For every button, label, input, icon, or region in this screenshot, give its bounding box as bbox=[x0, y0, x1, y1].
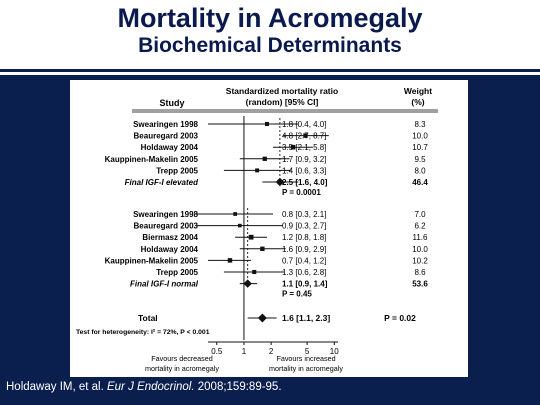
favours-decreased-line2: mortality in acromegaly bbox=[145, 364, 219, 373]
study-label: Holdaway 2004 bbox=[141, 143, 199, 152]
favours-increased-line1: Favours increased bbox=[276, 354, 335, 363]
summary-label: Final IGF-I elevated bbox=[125, 178, 199, 187]
x-tick-label: 1 bbox=[242, 347, 247, 356]
favours-decreased-line1: Favours decreased bbox=[151, 354, 213, 363]
estimate-square bbox=[227, 258, 233, 263]
ci-text: 0.8 [0.3, 2.1] bbox=[282, 210, 326, 219]
citation-details: 2008;159:89-95. bbox=[194, 381, 282, 393]
study-label: Swearingen 1998 bbox=[133, 210, 198, 219]
header-smr-line1: Standardized mortality ratio bbox=[226, 86, 338, 96]
ci-text: 1.7 [0.9, 3.2] bbox=[282, 155, 326, 164]
study-label: Trepp 2005 bbox=[156, 166, 198, 175]
favours-increased-line2: mortality in acromegaly bbox=[269, 364, 343, 373]
ci-text: 1.2 [0.8, 1.8] bbox=[282, 233, 326, 242]
ci-text: 0.7 [0.4, 1.2] bbox=[282, 256, 326, 265]
study-label: Kauppinen-Makelin 2005 bbox=[105, 155, 199, 164]
study-label: Swearingen 1998 bbox=[133, 120, 198, 129]
study-label: Beauregard 2003 bbox=[134, 222, 199, 231]
weight-text: 8.3 bbox=[414, 120, 426, 129]
estimate-square bbox=[303, 133, 308, 138]
study-label: Biermasz 2004 bbox=[142, 233, 198, 242]
header-smr-line2: (random) [95% CI] bbox=[246, 97, 319, 107]
ci-text: 0.9 [0.3, 2.7] bbox=[282, 222, 326, 231]
estimate-square bbox=[262, 156, 267, 161]
total-ci-text: 1.6 [1.1, 2.3] bbox=[282, 313, 330, 323]
study-label: Holdaway 2004 bbox=[141, 245, 199, 254]
ci-text: 4.8 [2.7, 8.7] bbox=[282, 132, 326, 141]
estimate-square bbox=[255, 168, 260, 173]
summary-weight-text: 53.6 bbox=[412, 280, 428, 289]
total-diamond bbox=[257, 313, 267, 323]
weight-text: 8.6 bbox=[414, 268, 426, 277]
ci-text: 1.3 [0.6, 2.8] bbox=[282, 268, 326, 277]
citation-authors: Holdaway IM, et al. bbox=[6, 381, 107, 393]
summary-diamond bbox=[243, 279, 252, 288]
header-study: Study bbox=[159, 98, 184, 108]
citation: Holdaway IM, et al. Eur J Endocrinol. 20… bbox=[6, 381, 282, 393]
weight-text: 10.0 bbox=[412, 245, 428, 254]
summary-label: Final IGF-I normal bbox=[130, 280, 199, 289]
ci-text: 1.6 [0.9, 2.9] bbox=[282, 245, 326, 254]
summary-ci-text: 1.1 [0.9, 1.4] bbox=[282, 280, 328, 289]
summary-p-text: P = 0.0001 bbox=[282, 188, 321, 197]
study-label: Kauppinen-Makelin 2005 bbox=[105, 256, 199, 265]
weight-text: 10.0 bbox=[412, 132, 428, 141]
weight-text: 11.6 bbox=[413, 233, 429, 242]
citation-journal: Eur J Endocrinol. bbox=[106, 381, 195, 393]
x-tick-label: 10 bbox=[330, 347, 339, 356]
x-tick-label: 2 bbox=[269, 347, 274, 356]
ci-text: 1.4 [0.6, 3.3] bbox=[282, 166, 326, 175]
slide-subtitle: Biochemical Determinants bbox=[138, 34, 402, 57]
title-divider bbox=[0, 69, 540, 72]
x-tick-label: 0.5 bbox=[211, 347, 223, 356]
weight-text: 10.2 bbox=[412, 256, 428, 265]
weight-text: 7.0 bbox=[414, 210, 426, 219]
ci-text: 3.5 [2.1, 5.8] bbox=[282, 143, 326, 152]
estimate-square bbox=[290, 144, 296, 150]
summary-weight-text: 46.4 bbox=[412, 178, 428, 187]
header-weight-line1: Weight bbox=[404, 86, 432, 96]
summary-ci-text: 2.5 [1.6, 4.0] bbox=[282, 178, 328, 187]
estimate-square bbox=[233, 212, 238, 216]
chart-panel: Study Standardized mortality ratio (rand… bbox=[70, 80, 468, 377]
estimate-square bbox=[264, 121, 270, 127]
estimate-square bbox=[260, 246, 265, 251]
study-label: Beauregard 2003 bbox=[134, 132, 199, 141]
estimate-square bbox=[238, 223, 242, 228]
weight-text: 9.5 bbox=[414, 155, 426, 164]
heterogeneity-text: Test for heterogeneity: I² = 72%, P < 0.… bbox=[76, 329, 210, 336]
summary-p-text: P = 0.45 bbox=[282, 290, 312, 299]
slide-title: Mortality in Acromegaly bbox=[117, 3, 423, 33]
plot-layer: Swearingen 1998 1.8 [0.4, 4.0] 8.3 Beaurega… bbox=[105, 116, 429, 356]
total-p-text: P = 0.02 bbox=[384, 313, 416, 323]
header-weight-line2: (%) bbox=[411, 97, 424, 107]
estimate-square bbox=[252, 269, 257, 275]
estimate-square bbox=[248, 234, 254, 240]
x-tick-label: 5 bbox=[305, 347, 310, 356]
study-label: Trepp 2005 bbox=[156, 268, 198, 277]
weight-text: 6.2 bbox=[414, 222, 426, 231]
total-label: Total bbox=[138, 313, 158, 323]
forest-plot: Study Standardized mortality ratio (rand… bbox=[76, 86, 438, 373]
ci-text: 1.8 [0.4, 4.0] bbox=[282, 120, 326, 129]
weight-text: 10.7 bbox=[412, 143, 428, 152]
weight-text: 8.0 bbox=[414, 166, 426, 175]
